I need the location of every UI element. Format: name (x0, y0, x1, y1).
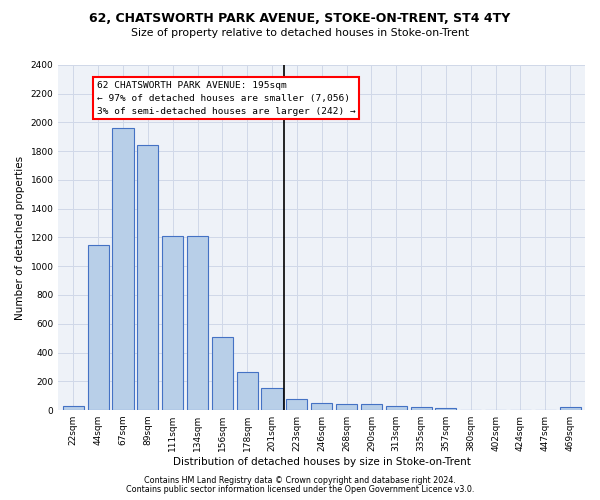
Bar (361, 404, 382, 410)
Y-axis label: Number of detached properties: Number of detached properties (15, 156, 25, 320)
Bar (187, 236, 208, 410)
Text: Contains public sector information licensed under the Open Government Licence v3: Contains public sector information licen… (126, 485, 474, 494)
Bar (410, 407, 431, 410)
Bar (336, 404, 357, 410)
Bar (286, 398, 307, 410)
Bar (436, 408, 457, 410)
Bar (63, 406, 84, 410)
Text: 62 CHATSWORTH PARK AVENUE: 195sqm
← 97% of detached houses are smaller (7,056)
3: 62 CHATSWORTH PARK AVENUE: 195sqm ← 97% … (97, 81, 356, 116)
Text: Size of property relative to detached houses in Stoke-on-Trent: Size of property relative to detached ho… (131, 28, 469, 38)
Text: 62, CHATSWORTH PARK AVENUE, STOKE-ON-TRENT, ST4 4TY: 62, CHATSWORTH PARK AVENUE, STOKE-ON-TRE… (89, 12, 511, 26)
Bar (88, 244, 109, 410)
Bar (162, 236, 183, 410)
Bar (560, 407, 581, 410)
Text: Contains HM Land Registry data © Crown copyright and database right 2024.: Contains HM Land Registry data © Crown c… (144, 476, 456, 485)
Bar (262, 388, 283, 410)
Bar (386, 406, 407, 410)
Bar (137, 146, 158, 410)
Bar (311, 403, 332, 410)
X-axis label: Distribution of detached houses by size in Stoke-on-Trent: Distribution of detached houses by size … (173, 457, 470, 467)
Bar (112, 128, 134, 410)
Bar (212, 336, 233, 410)
Bar (236, 372, 258, 410)
